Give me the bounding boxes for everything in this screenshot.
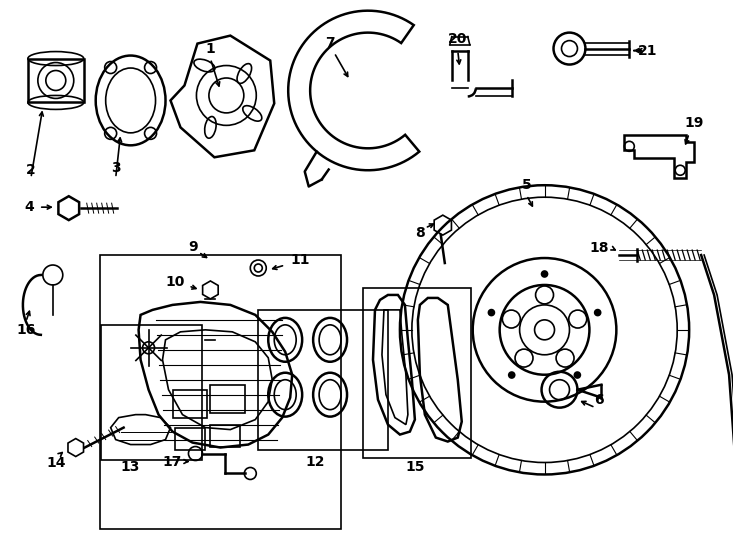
Text: 11: 11	[291, 253, 310, 267]
Text: 1: 1	[206, 42, 215, 56]
Text: 3: 3	[111, 161, 120, 176]
Bar	[211, 424, 240, 447]
Circle shape	[575, 372, 581, 378]
Text: 18: 18	[589, 241, 609, 255]
Text: 17: 17	[163, 455, 182, 469]
Bar	[175, 428, 206, 449]
Text: 7: 7	[325, 36, 335, 50]
Text: 21: 21	[638, 44, 657, 58]
Circle shape	[509, 372, 515, 378]
Text: 8: 8	[415, 226, 425, 240]
Bar	[101, 325, 203, 460]
Text: 16: 16	[16, 323, 35, 337]
Text: 9: 9	[189, 240, 198, 254]
Text: 10: 10	[166, 275, 185, 289]
Bar	[363, 288, 470, 457]
Text: 4: 4	[24, 200, 34, 214]
Bar	[100, 255, 341, 529]
Bar	[211, 384, 245, 413]
Circle shape	[488, 309, 495, 315]
Text: 20: 20	[448, 32, 468, 45]
Text: 6: 6	[595, 393, 604, 407]
Bar	[172, 390, 208, 417]
Text: 13: 13	[121, 461, 140, 475]
Circle shape	[542, 271, 548, 277]
Text: 15: 15	[405, 461, 425, 475]
Text: 5: 5	[522, 178, 531, 192]
Text: 19: 19	[685, 117, 704, 130]
Text: 14: 14	[46, 456, 65, 469]
Text: 2: 2	[26, 163, 36, 177]
Text: 12: 12	[305, 455, 325, 469]
Bar	[258, 310, 388, 449]
Circle shape	[595, 309, 600, 315]
